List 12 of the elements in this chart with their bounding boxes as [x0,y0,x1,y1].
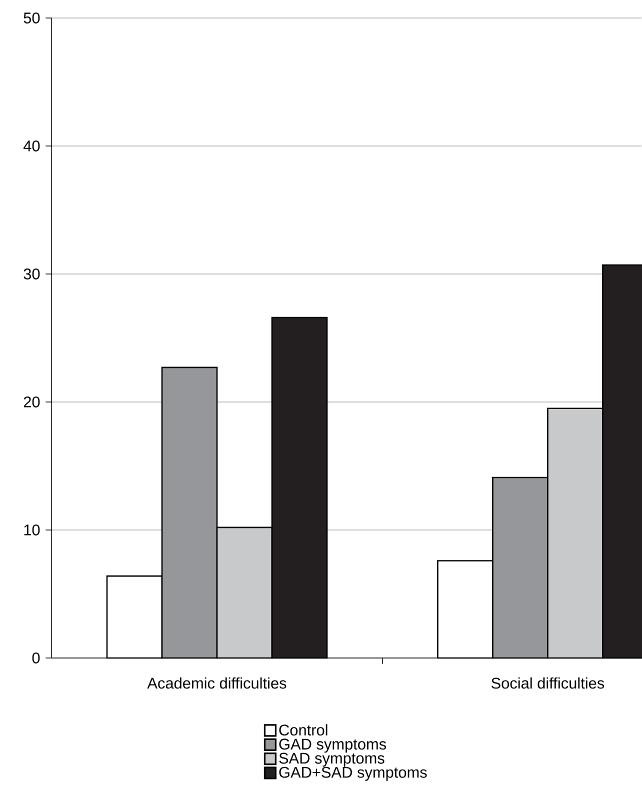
y-tick-label: 20 [24,396,40,408]
legend-label: SAD symptoms [279,752,384,767]
y-tick-label: 30 [24,268,40,280]
y-tick-label: 40 [23,140,40,152]
y-tick-label: 50 [24,12,40,24]
x-tick-label: Academic difficulties [147,677,286,689]
y-tick-label: 0 [32,652,40,664]
legend-label: Control [279,724,328,736]
y-tick-label: 10 [24,524,40,536]
x-tick-label: Social difficulties [491,677,604,689]
legend-label: GAD symptoms [279,738,386,753]
legend-label: GAD+SAD symptoms [279,766,427,781]
